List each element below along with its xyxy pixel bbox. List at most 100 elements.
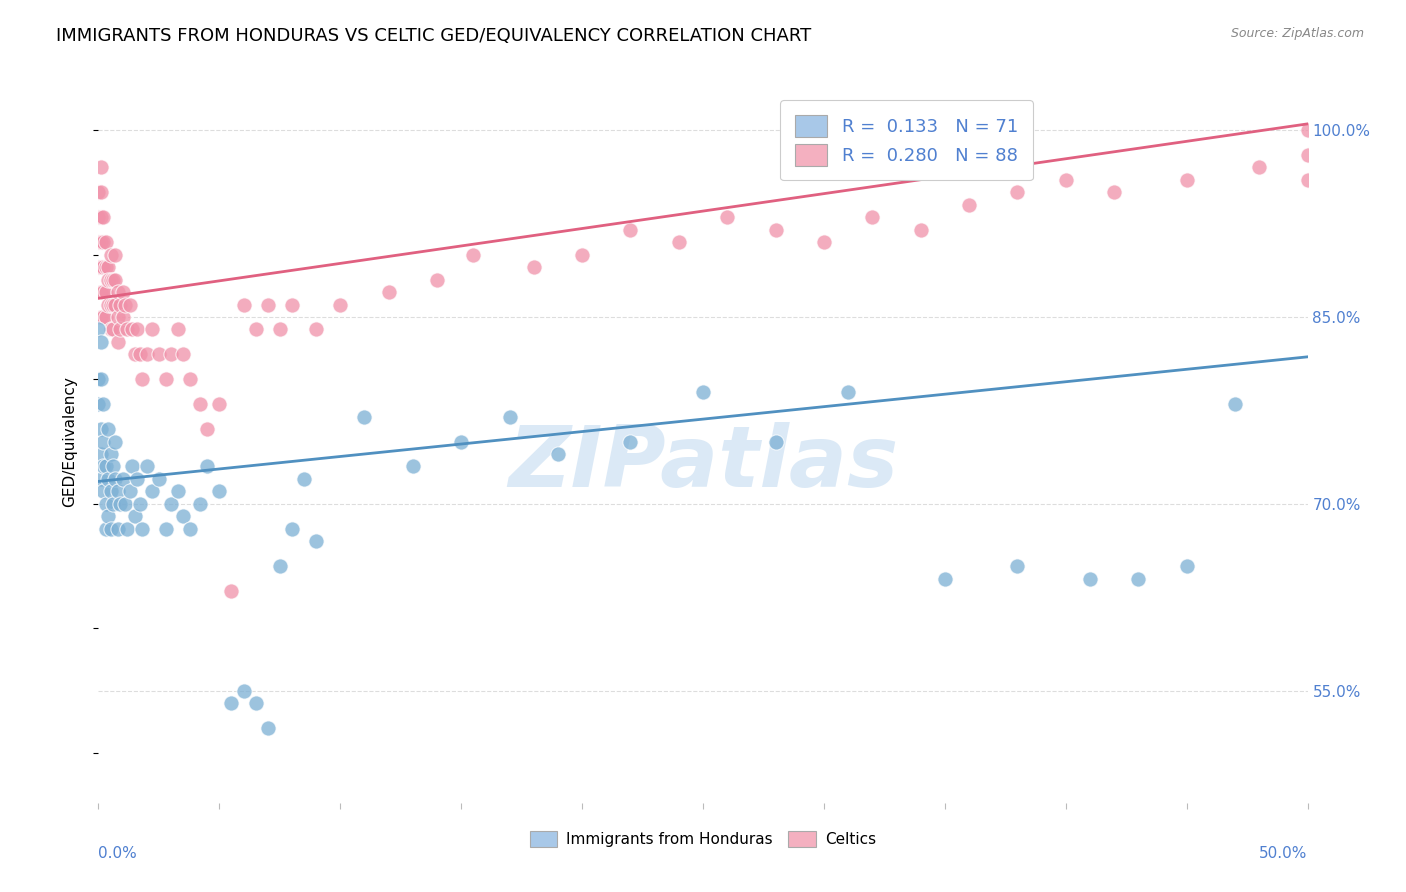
Point — [90, 472, 112, 486]
Point — [97, 422, 120, 436]
Point — [100, 248, 122, 262]
Point — [232, 297, 254, 311]
Point — [107, 484, 129, 499]
Point — [101, 322, 124, 336]
Point — [107, 522, 129, 536]
Point — [104, 434, 127, 449]
Point — [90, 235, 112, 250]
Legend: R =  0.133   N = 71, R =  0.280   N = 88: R = 0.133 N = 71, R = 0.280 N = 88 — [780, 100, 1032, 180]
Point — [377, 285, 399, 299]
Point — [124, 347, 146, 361]
Point — [1007, 559, 1029, 574]
Point — [1175, 173, 1198, 187]
Point — [104, 248, 127, 262]
Point — [329, 297, 352, 311]
Point — [1175, 559, 1198, 574]
Point — [860, 211, 883, 225]
Point — [256, 297, 278, 311]
Point — [141, 322, 163, 336]
Point — [121, 459, 143, 474]
Point — [111, 285, 134, 299]
Point — [91, 285, 114, 299]
Point — [221, 696, 243, 710]
Point — [131, 522, 153, 536]
Point — [155, 372, 177, 386]
Point — [97, 260, 120, 274]
Point — [305, 534, 328, 549]
Point — [100, 447, 122, 461]
Point — [97, 297, 120, 311]
Point — [87, 186, 110, 200]
Point — [1296, 173, 1319, 187]
Point — [87, 397, 110, 411]
Point — [523, 260, 546, 274]
Point — [353, 409, 375, 424]
Point — [117, 322, 139, 336]
Point — [1223, 397, 1246, 411]
Point — [167, 484, 190, 499]
Point — [114, 297, 136, 311]
Point — [108, 497, 131, 511]
Point — [1296, 123, 1319, 137]
Point — [90, 310, 112, 324]
Point — [281, 297, 304, 311]
Point — [292, 472, 315, 486]
Point — [91, 310, 114, 324]
Point — [87, 322, 110, 336]
Point — [269, 559, 291, 574]
Point — [91, 211, 114, 225]
Point — [1102, 186, 1125, 200]
Point — [135, 347, 157, 361]
Point — [101, 497, 124, 511]
Point — [91, 434, 114, 449]
Point — [94, 522, 117, 536]
Point — [957, 198, 980, 212]
Point — [90, 211, 112, 225]
Point — [104, 272, 127, 286]
Text: IMMIGRANTS FROM HONDURAS VS CELTIC GED/EQUIVALENCY CORRELATION CHART: IMMIGRANTS FROM HONDURAS VS CELTIC GED/E… — [56, 27, 811, 45]
Point — [232, 683, 254, 698]
Point — [87, 260, 110, 274]
Point — [498, 409, 520, 424]
Point — [172, 509, 194, 524]
Point — [91, 459, 114, 474]
Point — [668, 235, 690, 250]
Point — [91, 484, 114, 499]
Text: Source: ZipAtlas.com: Source: ZipAtlas.com — [1230, 27, 1364, 40]
Point — [221, 584, 243, 599]
Point — [269, 322, 291, 336]
Point — [104, 297, 127, 311]
Point — [100, 522, 122, 536]
Point — [121, 322, 143, 336]
Point — [188, 397, 211, 411]
Point — [463, 248, 485, 262]
Point — [305, 322, 328, 336]
Point — [179, 372, 201, 386]
Point — [101, 297, 124, 311]
Y-axis label: GED/Equivalency: GED/Equivalency — [63, 376, 77, 507]
Point — [97, 272, 120, 286]
Point — [91, 397, 114, 411]
Point — [100, 272, 122, 286]
Point — [281, 522, 304, 536]
Point — [716, 211, 738, 225]
Point — [114, 497, 136, 511]
Point — [1128, 572, 1150, 586]
Point — [90, 447, 112, 461]
Point — [131, 372, 153, 386]
Point — [256, 721, 278, 735]
Point — [94, 459, 117, 474]
Point — [111, 310, 134, 324]
Text: 50.0%: 50.0% — [1260, 847, 1308, 861]
Point — [208, 484, 231, 499]
Point — [1296, 148, 1319, 162]
Point — [100, 322, 122, 336]
Point — [160, 347, 183, 361]
Point — [108, 297, 131, 311]
Point — [619, 434, 641, 449]
Point — [1054, 173, 1077, 187]
Point — [172, 347, 194, 361]
Point — [1249, 161, 1271, 175]
Point — [117, 522, 139, 536]
Point — [402, 459, 425, 474]
